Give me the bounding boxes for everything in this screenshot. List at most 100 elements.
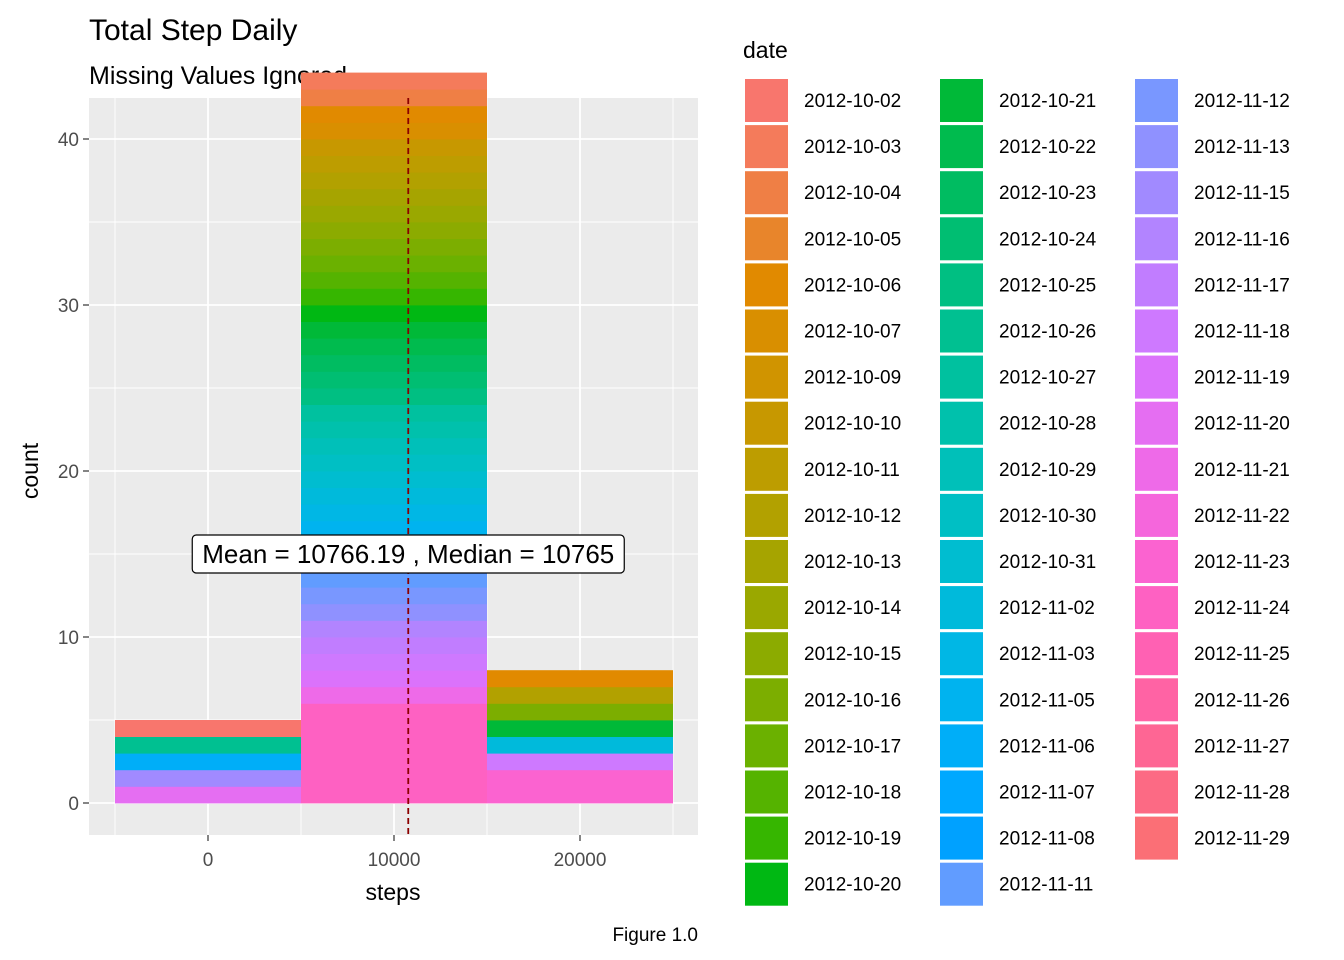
- legend-label: 2012-11-17: [1194, 275, 1290, 296]
- legend-label: 2012-11-29: [1194, 829, 1290, 850]
- legend-label: 2012-11-05: [999, 690, 1095, 711]
- bar-segment-2012-11-11: [301, 570, 487, 588]
- bar-segment-2012-10-21: [301, 321, 487, 339]
- legend-label: 2012-10-24: [999, 229, 1097, 250]
- bar-segment-2012-11-24: [301, 703, 487, 804]
- y-axis-label: count: [17, 442, 43, 499]
- legend-key-2012-10-24: [940, 217, 983, 261]
- bar-segment-2012-10-24: [301, 371, 487, 389]
- legend-key-2012-11-19: [1135, 355, 1178, 399]
- legend-label: 2012-10-29: [999, 460, 1096, 481]
- bar-segment-2012-10-23: [301, 354, 487, 372]
- legend-key-2012-10-25: [940, 263, 983, 307]
- bar-segment-2012-11-02: [301, 487, 487, 505]
- bar-segment-2012-10-22: [301, 338, 487, 356]
- legend-key-2012-10-14: [745, 586, 788, 630]
- bar-segment-2012-10-14: [301, 205, 487, 223]
- y-tick-label: 40: [58, 130, 79, 151]
- legend-key-2012-11-24: [1135, 586, 1178, 630]
- bar-segment-2012-11-02: [487, 736, 673, 754]
- legend-label: 2012-11-26: [1194, 690, 1290, 711]
- legend-label: 2012-10-12: [804, 506, 901, 527]
- bar-segment-2012-11-13: [301, 603, 487, 621]
- bar-segment-2012-10-17: [301, 255, 487, 273]
- legend-label: 2012-11-23: [1194, 552, 1290, 573]
- legend-key-2012-10-18: [745, 770, 788, 814]
- legend-label: 2012-10-18: [804, 783, 901, 804]
- legend-label: 2012-10-13: [804, 552, 901, 573]
- bar-segment-2012-10-18: [301, 271, 487, 289]
- legend-label: 2012-11-27: [1194, 736, 1290, 757]
- legend-key-2012-10-17: [745, 724, 788, 768]
- legend-label: 2012-10-17: [804, 736, 901, 757]
- bar-segment-2012-11-12: [301, 587, 487, 605]
- bar-segment-2012-10-16: [487, 703, 673, 721]
- bar-segment-2012-10-27: [301, 404, 487, 422]
- bar-segment-2012-10-12: [301, 172, 487, 190]
- legend-key-2012-11-27: [1135, 724, 1178, 768]
- legend-label: 2012-10-25: [999, 275, 1096, 296]
- legend-key-2012-10-16: [745, 678, 788, 722]
- legend-key-2012-11-29: [1135, 816, 1178, 860]
- legend-label: 2012-10-09: [804, 368, 901, 389]
- x-tick-label: 20000: [554, 850, 607, 871]
- legend-key-2012-10-29: [940, 447, 983, 491]
- legend-label: 2012-11-22: [1194, 506, 1290, 527]
- bar-segment-2012-11-15: [115, 769, 301, 787]
- bar-segment-2012-10-16: [301, 238, 487, 256]
- legend-key-2012-11-08: [940, 816, 983, 860]
- legend-label: 2012-11-15: [1194, 183, 1290, 204]
- legend-label: 2012-11-18: [1194, 322, 1290, 343]
- bar-segment-2012-11-16: [301, 620, 487, 638]
- legend-key-2012-10-03: [745, 125, 788, 169]
- bar-segment-2012-10-11: [301, 155, 487, 173]
- y-axis-ticks: 0 10 20 30 40: [58, 130, 89, 815]
- legend-key-2012-10-19: [745, 816, 788, 860]
- legend-key-2012-10-15: [745, 632, 788, 676]
- legend-key-2012-11-28: [1135, 770, 1178, 814]
- legend-key-2012-10-11: [745, 447, 788, 491]
- legend-label: 2012-10-11: [804, 460, 900, 481]
- x-axis-ticks: 0 10000 20000: [203, 835, 607, 871]
- legend-label: 2012-11-02: [999, 598, 1095, 619]
- legend-label: 2012-11-03: [999, 644, 1095, 665]
- bar-segment-2012-10-06: [487, 670, 673, 688]
- legend-key-2012-11-02: [940, 586, 983, 630]
- legend-key-2012-10-10: [745, 401, 788, 445]
- legend-key-2012-11-21: [1135, 447, 1178, 491]
- legend-label: 2012-10-06: [804, 275, 901, 296]
- bar-segment-2012-10-19: [301, 288, 487, 306]
- legend-label: 2012-10-04: [804, 183, 902, 204]
- legend-key-2012-11-06: [940, 724, 983, 768]
- legend-key-2012-10-28: [940, 401, 983, 445]
- legend-key-2012-11-26: [1135, 678, 1178, 722]
- legend-key-2012-10-21: [940, 79, 983, 122]
- legend-label: 2012-10-27: [999, 368, 1096, 389]
- bar-segment-2012-10-07: [301, 122, 487, 140]
- legend-title: date: [743, 37, 788, 63]
- bar-segment-2012-10-15: [301, 222, 487, 239]
- bar-segment-2012-10-20: [301, 305, 487, 322]
- legend-label: 2012-11-08: [999, 829, 1095, 850]
- y-tick-label: 20: [58, 462, 79, 483]
- legend-key-2012-10-23: [940, 171, 983, 215]
- legend-label: 2012-10-23: [999, 183, 1096, 204]
- legend-key-2012-10-31: [940, 540, 983, 583]
- legend-label: 2012-11-20: [1194, 414, 1290, 435]
- bar-segment-2012-10-03: [301, 72, 487, 90]
- bar-segment-2012-10-04: [301, 89, 487, 107]
- bar-segment-2012-11-18: [301, 653, 487, 671]
- legend-key-2012-10-04: [745, 171, 788, 215]
- bar-segment-2012-11-19: [301, 670, 487, 688]
- legend-key-2012-11-22: [1135, 493, 1178, 537]
- y-tick-label: 10: [58, 628, 79, 649]
- legend-key-2012-11-18: [1135, 309, 1178, 353]
- legend-key-2012-11-23: [1135, 540, 1178, 583]
- mean-median-label: Mean = 10766.19 , Median = 10765: [191, 534, 625, 574]
- bar-segment-2012-11-18: [487, 753, 673, 771]
- legend-key-2012-10-22: [940, 125, 983, 169]
- legend-key-2012-11-25: [1135, 632, 1178, 676]
- bar-segment-2012-11-17: [301, 637, 487, 654]
- legend-label: 2012-11-12: [1194, 91, 1290, 112]
- legend-key-2012-11-03: [940, 632, 983, 676]
